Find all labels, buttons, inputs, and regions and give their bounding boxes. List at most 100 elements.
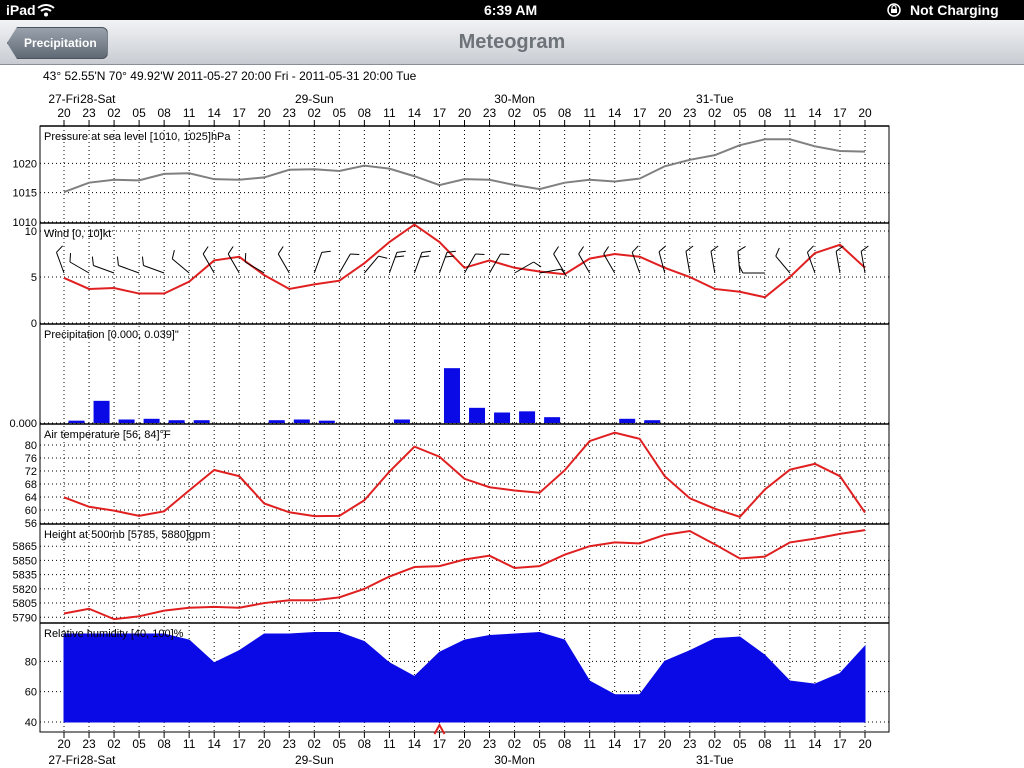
top-hour-tick-label: 11 [383, 106, 396, 120]
wind-barb [835, 245, 844, 274]
top-hour-tick-label: 02 [708, 106, 722, 120]
top-hour-tick-label: 02 [308, 106, 322, 120]
wind-barb [69, 253, 90, 274]
wind-barb [489, 253, 510, 274]
top-hour-tick-label: 20 [57, 106, 71, 120]
bottom-hour-tick-label: 17 [833, 737, 847, 751]
bottom-hour-tick-label: 02 [308, 737, 322, 751]
bottom-hour-tick-label: 08 [358, 737, 372, 751]
y-tick-label: 40 [25, 717, 37, 729]
wind-barb [738, 264, 765, 274]
bottom-hour-tick-label: 14 [808, 737, 822, 751]
wind-barb-flag [116, 256, 119, 266]
wind-barb [631, 245, 641, 274]
wind-barb [388, 250, 406, 274]
wind-barb-flag [835, 245, 844, 252]
bottom-hour-tick-label: 20 [658, 737, 672, 751]
bottom-hour-tick-label: 11 [784, 737, 797, 751]
wind-barb-flag [860, 245, 869, 252]
precipitation-bar [143, 418, 160, 423]
y-tick-label: 5865 [13, 541, 37, 553]
wind-barb-flag [420, 255, 430, 258]
wind-barb [514, 261, 542, 274]
height-series-line [63, 529, 866, 621]
top-hour-tick-label: 23 [683, 106, 697, 120]
precipitation-bar [544, 417, 561, 423]
wind-barb-staff [93, 265, 115, 274]
wind-barb-flag [685, 245, 694, 252]
top-hour-tick-label: 11 [583, 106, 596, 120]
wind-barb [56, 245, 65, 274]
bottom-hour-tick-label: 05 [533, 737, 547, 751]
wind-barb-flag [378, 255, 388, 259]
wind-barb-flag [603, 246, 610, 255]
wind-barb-flag [244, 253, 247, 263]
top-hour-tick-label: 23 [82, 106, 96, 120]
wind-barb-flag [578, 246, 585, 255]
bottom-hour-tick-label: 14 [608, 737, 622, 751]
wind-barb [710, 245, 719, 274]
status-time: 6:39 AM [484, 2, 538, 18]
precipitation-bar [393, 419, 410, 423]
wind-barb-staff [860, 251, 866, 274]
wind-barb-staff [578, 253, 591, 274]
wind-barb [244, 253, 265, 274]
wind-barb-flag [446, 250, 456, 253]
wind-barb-flag [533, 261, 542, 268]
bottom-day-label: 27-Fri [48, 753, 79, 767]
wind-barb [413, 250, 431, 274]
wind-barb-staff [143, 265, 165, 274]
wind-barb [277, 246, 290, 274]
y-tick-label: 5805 [13, 598, 37, 610]
temperature-series-line [63, 431, 866, 518]
wind-barb [860, 245, 869, 274]
wind-barb-staff [202, 253, 215, 274]
precipitation-bar [168, 420, 185, 423]
wind-barb-staff [631, 252, 641, 274]
back-button[interactable]: Precipitation [7, 27, 108, 59]
rotation-lock-icon [887, 3, 901, 17]
precipitation-bar [318, 420, 335, 423]
wind-barb-flag [69, 253, 72, 263]
top-hour-tick-label: 23 [483, 106, 497, 120]
y-tick-label: 76 [25, 453, 37, 465]
wind-barb-staff [363, 255, 379, 274]
wind-barb-staff [658, 251, 666, 274]
wind-barb-staff [464, 253, 476, 274]
y-tick-label: 1015 [13, 188, 37, 200]
top-hour-tick-label: 23 [283, 106, 297, 120]
battery-status: Not Charging [910, 2, 999, 18]
wind-barb [464, 253, 485, 274]
top-day-label: 30-Mon [494, 92, 535, 106]
top-hour-tick-label: 08 [558, 106, 572, 120]
wind-barb-flag [553, 246, 559, 255]
y-tick-label: 68 [25, 479, 37, 491]
top-hour-tick-label: 14 [608, 106, 622, 120]
wind-barb-flag [141, 256, 144, 266]
bottom-hour-tick-label: 23 [483, 737, 497, 751]
wind-barb-flag [475, 253, 485, 255]
wind-barb-flag [321, 250, 331, 253]
y-tick-label: 5850 [13, 555, 37, 567]
wind-barb-flag [631, 245, 639, 253]
bottom-hour-tick-label: 08 [157, 737, 171, 751]
top-hour-tick-label: 14 [808, 106, 822, 120]
wind-barb [775, 247, 791, 274]
bottom-hour-tick-label: 20 [858, 737, 872, 751]
top-hour-tick-label: 05 [733, 106, 747, 120]
top-hour-tick-label: 11 [183, 106, 196, 120]
bottom-hour-tick-label: 11 [583, 737, 596, 751]
y-tick-label: 1020 [13, 158, 37, 170]
top-hour-tick-label: 17 [433, 106, 447, 120]
y-tick-label: 1010 [13, 217, 37, 229]
y-tick-label: 10 [25, 226, 37, 238]
wind-barb-flag [658, 245, 667, 253]
height-panel-title: Height at 500mb [5785, 5880]gpm [44, 529, 210, 541]
current-time-marker [433, 722, 446, 735]
y-tick-label: 72 [25, 466, 37, 478]
top-hour-tick-label: 08 [358, 106, 372, 120]
wind-panel-title: Wind [0, 10]kt [44, 228, 111, 240]
bottom-hour-tick-label: 11 [383, 737, 396, 751]
y-tick-label: 60 [25, 505, 37, 517]
